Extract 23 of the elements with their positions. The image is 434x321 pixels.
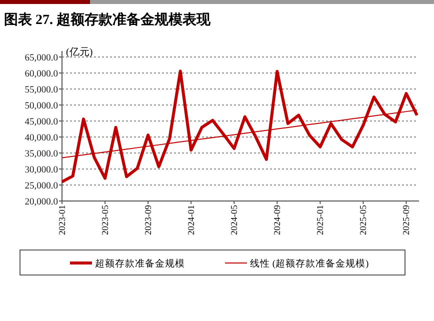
y-tick-label: 60,000.0 bbox=[24, 70, 58, 80]
y-tick-label: 25,000.0 bbox=[24, 182, 58, 192]
y-tick-label: 30,000.0 bbox=[24, 166, 58, 176]
x-tick-label: 2024-01 bbox=[186, 205, 196, 235]
legend-label: 线性 (超额存款准备金规模) bbox=[250, 258, 369, 270]
x-tick-label: 2023-01 bbox=[57, 205, 67, 235]
y-tick-label: 20,000.0 bbox=[24, 198, 58, 208]
y-tick-label: 55,000.0 bbox=[24, 86, 58, 96]
x-tick-label: 2025-01 bbox=[315, 205, 326, 235]
y-tick-label: 65,000.0 bbox=[24, 54, 58, 64]
y-tick-label: 50,000.0 bbox=[24, 102, 58, 112]
x-tick-label: 2025-09 bbox=[401, 204, 412, 235]
legend-label: 超额存款准备金规模 bbox=[95, 258, 185, 270]
x-tick-label: 2025-05 bbox=[358, 204, 368, 235]
y-tick-label: 35,000.0 bbox=[24, 150, 58, 160]
chart-title: 图表 27. 超额存款准备金规模表现 bbox=[4, 11, 212, 28]
x-tick-label: 2024-09 bbox=[272, 204, 282, 235]
y-axis-title: (亿元) bbox=[66, 47, 93, 58]
y-tick-label: 45,000.0 bbox=[24, 118, 58, 128]
x-tick-label: 2023-09 bbox=[143, 204, 154, 235]
x-tick-label: 2024-05 bbox=[229, 204, 240, 235]
x-tick-label: 2023-05 bbox=[100, 204, 110, 235]
y-tick-label: 40,000.0 bbox=[24, 134, 58, 144]
